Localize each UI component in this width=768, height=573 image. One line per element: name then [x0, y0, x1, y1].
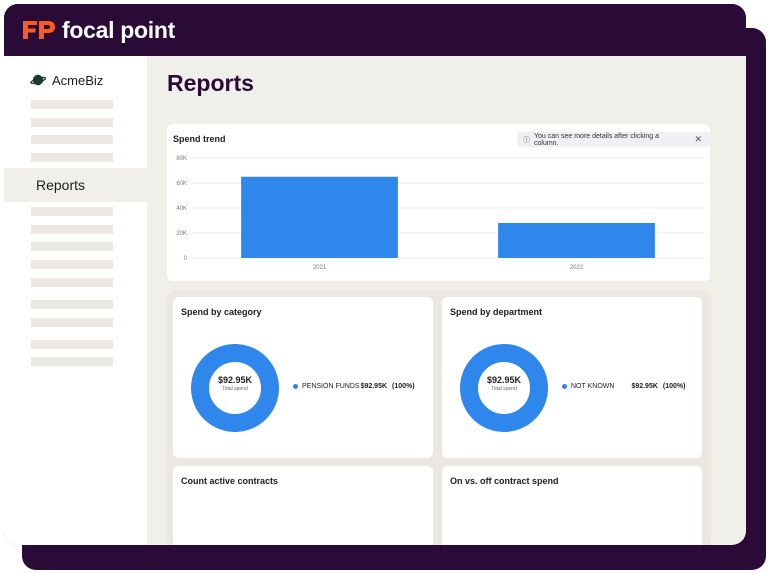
x-tick-label: 2021 [313, 265, 327, 271]
info-banner: ⓘ You can see more details after clickin… [517, 132, 710, 147]
card-title: On vs. off contract spend [450, 476, 559, 486]
spend-trend-chart: 0 20K 40K 60K 80K 2021 2022 [176, 156, 705, 271]
sidebar-item-placeholder[interactable] [31, 357, 113, 366]
close-icon[interactable]: ✕ [694, 134, 702, 144]
fp-logo-icon [22, 19, 56, 41]
y-tick-label: 20K [176, 231, 187, 237]
spend-trend-card: Spend trend ⓘ You can see more details a… [167, 124, 710, 281]
info-text: You can see more details after clicking … [534, 132, 660, 147]
legend-amount: $92.95K [631, 383, 658, 390]
y-tick-label: 40K [176, 206, 187, 212]
logo-text: focal point [62, 16, 175, 43]
sidebar-item-placeholder[interactable] [31, 318, 113, 327]
count-active-contracts-chart: 0.60.81 [173, 466, 433, 545]
sidebar-item-label: Reports [36, 177, 86, 193]
spend-by-category-card: Spend by category $92.95K Total spend PE… [173, 297, 433, 458]
top-bar: focal point [4, 4, 746, 56]
legend-name: PENSION FUNDS [302, 383, 360, 390]
spend-by-department-card: Spend by department $92.95K Total spend … [442, 297, 702, 458]
trend-bar[interactable] [498, 223, 655, 258]
sidebar-item-placeholder[interactable] [31, 242, 113, 251]
legend-item[interactable]: NOT KNOWN $92.95K (100%) [562, 383, 685, 390]
acmebiz-logo-icon [30, 74, 46, 86]
donut-center: $92.95K Total spend [458, 375, 550, 392]
donut-center: $92.95K Total spend [189, 375, 281, 392]
legend-dot-icon [562, 384, 567, 389]
info-icon: ⓘ [523, 136, 530, 144]
legend-name: NOT KNOWN [571, 383, 615, 390]
category-donut-chart[interactable] [189, 342, 281, 434]
donut-ring [191, 344, 279, 432]
sidebar-item-placeholder[interactable] [31, 340, 113, 349]
trend-bar[interactable] [241, 176, 398, 258]
card-title: Spend by department [450, 307, 543, 317]
sidebar-item-placeholder[interactable] [31, 278, 113, 287]
company-brand[interactable]: AcmeBiz [30, 72, 103, 88]
on-off-contract-card: On vs. off contract spend 600K800K1M [442, 466, 702, 545]
y-tick-label: 80K [176, 156, 187, 162]
sidebar-item-placeholder[interactable] [31, 100, 113, 109]
app-window: focal point AcmeBiz Reports [4, 4, 746, 545]
card-title: Count active contracts [181, 476, 279, 486]
legend-amount: $92.95K [360, 383, 388, 390]
sidebar-item-placeholder[interactable] [31, 260, 113, 269]
total-spend-value: $92.95K [486, 375, 522, 385]
sidebar-item-reports[interactable]: Reports [4, 168, 147, 202]
count-active-contracts-card: Count active contracts 0.60.81 [173, 466, 433, 545]
on-off-contract-chart: 600K800K1M [442, 466, 702, 545]
legend-percent: (100%) [662, 383, 686, 390]
total-spend-label: Total spend [222, 386, 248, 392]
card-title: Spend trend [173, 134, 226, 144]
sidebar-item-placeholder[interactable] [31, 225, 113, 234]
donut-ring [460, 344, 548, 432]
sidebar-item-placeholder[interactable] [31, 207, 113, 216]
sidebar-item-placeholder[interactable] [31, 118, 113, 127]
sidebar: AcmeBiz Reports [4, 56, 147, 545]
total-spend-value: $92.95K [217, 375, 253, 385]
page-title: Reports [167, 70, 254, 96]
y-tick-label: 60K [176, 181, 187, 187]
company-name: AcmeBiz [52, 72, 104, 88]
focal-point-logo[interactable]: focal point [22, 15, 175, 45]
legend-item[interactable]: PENSION FUNDS $92.95K (100%) [293, 383, 415, 390]
main-content: AcmeBiz Reports Reports Spend trend [4, 56, 746, 545]
card-title: Spend by category [181, 307, 262, 317]
sidebar-item-placeholder[interactable] [31, 153, 113, 162]
department-donut-chart[interactable] [458, 342, 550, 434]
sidebar-item-placeholder[interactable] [31, 300, 113, 309]
total-spend-label: Total spend [491, 386, 517, 392]
y-tick-label: 0 [184, 256, 188, 262]
sidebar-item-placeholder[interactable] [31, 135, 113, 144]
x-tick-label: 2022 [570, 265, 584, 271]
legend-dot-icon [293, 384, 298, 389]
legend-percent: (100%) [392, 383, 415, 390]
